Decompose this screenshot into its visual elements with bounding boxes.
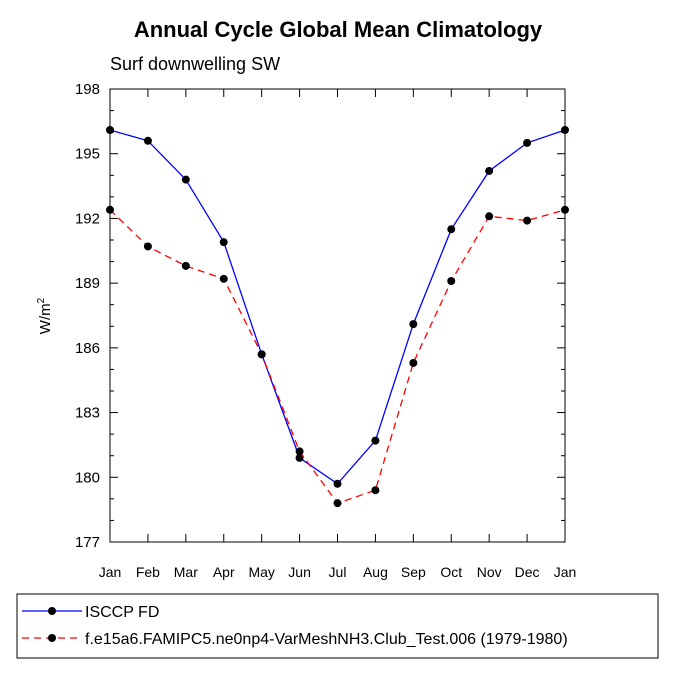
x-tick-label: May <box>248 564 274 580</box>
series-0-point <box>295 453 304 462</box>
legend-item-1: f.e15a6.FAMIPC5.ne0np4-VarMeshNH3.Club_T… <box>22 631 568 648</box>
series-1-point <box>143 242 152 251</box>
plot-series <box>106 125 569 508</box>
x-axis: Jan Feb Mar Apr May Jun Jul Aug Sep Oct Nov Dec Jan <box>99 89 577 580</box>
y-axis: 177 180 183 186 189 192 195 198 <box>75 81 565 551</box>
legend-item-0: ISCCP FD <box>22 604 159 621</box>
y-tick-label: 183 <box>75 405 100 422</box>
series-0-point <box>409 320 418 329</box>
y-tick-label: 195 <box>75 146 100 163</box>
legend-label-1: f.e15a6.FAMIPC5.ne0np4-VarMeshNH3.Club_T… <box>85 631 568 648</box>
series-1-point <box>523 216 532 225</box>
plot-frame <box>109 88 566 543</box>
series-line-0 <box>109 129 566 485</box>
series-0-point <box>447 225 456 234</box>
x-tick-label: Jan <box>99 564 122 580</box>
y-axis-label-text: W/m <box>37 303 54 334</box>
series-0-point <box>485 166 494 175</box>
x-tick-label: Jan <box>554 564 577 580</box>
x-tick-label: Apr <box>213 564 235 580</box>
series-0-point <box>371 436 380 445</box>
y-axis-label: W/m2 <box>36 297 54 334</box>
x-tick-label: Oct <box>440 564 462 580</box>
y-tick-label: 189 <box>75 275 100 292</box>
x-tick-label: Nov <box>477 564 502 580</box>
x-tick-label: Aug <box>363 564 388 580</box>
legend-marker-1 <box>48 634 56 642</box>
series-0-point <box>219 238 228 247</box>
y-tick-label: 177 <box>75 534 100 551</box>
y-axis-label-superscript: 2 <box>36 297 47 303</box>
series-1-point <box>409 358 418 367</box>
x-tick-label: Feb <box>136 564 160 580</box>
series-1-point <box>219 274 228 283</box>
series-1-point <box>371 486 380 495</box>
x-tick-label: Sep <box>401 564 426 580</box>
series-line-1 <box>109 209 566 504</box>
series-0-point <box>181 175 190 184</box>
y-tick-label: 198 <box>75 81 100 98</box>
series-0-point <box>143 136 152 145</box>
series-1-point <box>485 212 494 221</box>
x-tick-label: Jun <box>288 564 311 580</box>
x-tick-label: Jul <box>329 564 347 580</box>
chart-title: Annual Cycle Global Mean Climatology <box>134 17 543 42</box>
x-tick-label: Mar <box>174 564 198 580</box>
y-tick-label: 186 <box>75 340 100 357</box>
series-1-point <box>181 261 190 270</box>
series-0-point <box>333 479 342 488</box>
series-1-point <box>257 350 266 359</box>
legend-label-0: ISCCP FD <box>85 604 159 621</box>
chart-subtitle: Surf downwelling SW <box>110 54 280 74</box>
series-1-point <box>447 276 456 285</box>
legend-marker-0 <box>48 607 56 615</box>
series-1-point <box>295 447 304 456</box>
legend-box <box>16 593 659 659</box>
y-tick-label: 192 <box>75 210 100 227</box>
y-tick-label: 180 <box>75 469 100 486</box>
series-1-point <box>333 499 342 508</box>
series-0-point <box>523 138 532 147</box>
x-tick-label: Dec <box>515 564 540 580</box>
